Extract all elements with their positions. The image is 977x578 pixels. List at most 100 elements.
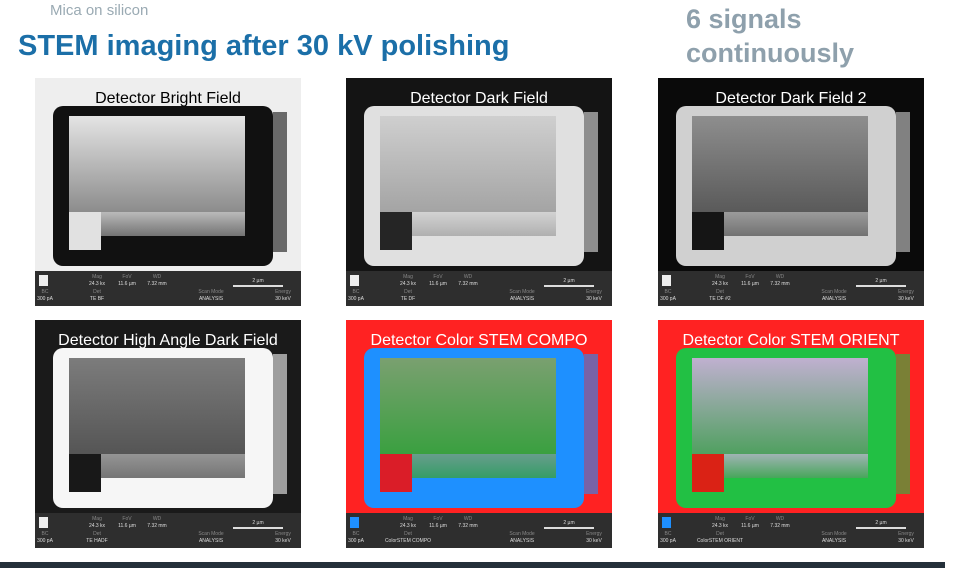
info-value: 30 keV [586,538,602,544]
info-label: BC [41,531,49,537]
info-value: 24.3 kx [88,523,106,529]
info-label: Det [93,289,101,295]
detector-icon [662,517,671,528]
info-label: BC [664,289,672,295]
info-value: 30 keV [586,296,602,302]
info-value: 300 pA [348,538,364,544]
scale-label: 2 µm [563,520,575,526]
info-label: Energy [275,531,291,537]
panel-label: Detector Color STEM COMPO [370,332,588,349]
info-label: WD [775,274,785,280]
info-value: 7.32 mm [770,281,790,287]
scale-label: 2 µm [563,278,575,284]
info-label: FoV [122,516,132,522]
panel-label: Detector Dark Field 2 [715,90,867,107]
lamella-lower [412,454,556,478]
info-label: BC [41,289,49,295]
info-value: TE DF #2 [709,296,731,302]
subtitle: Mica on silicon [50,2,149,19]
info-value: 30 keV [275,296,291,302]
info-label: Det [716,289,724,295]
info-label: BC [352,289,360,295]
lamella-window [692,116,868,212]
info-value: 300 pA [660,296,676,302]
micrograph [35,320,301,513]
info-value: 300 pA [37,296,53,302]
panel-label: Detector High Angle Dark Field [58,332,278,349]
info-value: 300 pA [660,538,676,544]
lamella-lower [101,212,245,236]
info-label: Mag [403,274,413,280]
lamella-window [380,358,556,454]
info-value: 11.6 µm [429,281,447,287]
info-value: 11.6 µm [741,523,759,529]
edge [584,354,598,494]
info-value: ANALYSIS [198,538,224,544]
info-label: Det [716,531,724,537]
lamella-hole [69,454,101,492]
info-label: FoV [433,274,443,280]
info-label: Scan Mode [509,531,535,537]
info-label: Mag [715,516,725,522]
lamella-window [69,116,245,212]
info-value: 30 keV [898,538,914,544]
info-value: 24.3 kx [399,523,417,529]
info-label: Mag [403,516,413,522]
panel-label: Detector Bright Field [95,90,241,107]
lamella-window [69,358,245,454]
scale-label: 2 µm [875,278,887,284]
side-note: 6 signals continuously [686,2,854,70]
scale-bar [856,527,906,529]
title: STEM imaging after 30 kV polishing [18,30,510,62]
info-label: WD [152,274,162,280]
info-value: ANALYSIS [509,538,535,544]
info-bar: Mag 24.3 kx FoV 11.6 µm WD 7.32 mm 2 µm BC 300 p… [346,513,612,548]
info-value: 24.3 kx [711,281,729,287]
panel-label: Detector Color STEM ORIENT [682,332,900,349]
info-label: Scan Mode [198,531,224,537]
info-label: Mag [92,516,102,522]
info-bar: Mag 24.3 kx FoV 11.6 µm WD 7.32 mm 2 µm BC 300 p… [346,271,612,306]
lamella-window [380,116,556,212]
detector-icon [350,275,359,286]
lamella-lower [412,212,556,236]
info-label: Energy [275,289,291,295]
info-value: 30 keV [898,296,914,302]
lamella-hole [69,212,101,250]
info-label: BC [352,531,360,537]
scale-bar [544,285,594,287]
info-value: 7.32 mm [458,523,478,529]
edge [584,112,598,252]
info-value: ANALYSIS [821,538,847,544]
lamella-lower [724,212,868,236]
scale-bar [233,285,283,287]
info-label: Det [93,531,101,537]
edge [896,112,910,252]
info-value: 7.32 mm [147,523,167,529]
image-panel: Detector Dark Field 2 Mag 24.3 kx FoV 11.6 µ… [658,78,924,306]
lamella-lower [724,454,868,478]
info-value: 300 pA [348,296,364,302]
image-panel: Detector Color STEM COMPO Mag 24.3 kx FoV 11… [346,320,612,548]
info-value: 30 keV [275,538,291,544]
image-panel: Detector High Angle Dark Field Mag 24.3 kx… [35,320,301,548]
info-label: FoV [433,516,443,522]
info-label: Mag [92,274,102,280]
detector-icon [350,517,359,528]
detector-icon [662,275,671,286]
lamella-hole [380,212,412,250]
info-label: Scan Mode [198,289,224,295]
micrograph [346,320,612,513]
micrograph [35,78,301,271]
scale-label: 2 µm [252,520,264,526]
info-value: 11.6 µm [741,281,759,287]
info-value: TE BF [89,296,105,302]
info-label: Mag [715,274,725,280]
image-panel: Detector Bright Field Mag 24.3 kx FoV 11.6 µ… [35,78,301,306]
edge [896,354,910,494]
scale-bar [233,527,283,529]
info-value: ANALYSIS [821,296,847,302]
lamella-hole [380,454,412,492]
info-value: ColorSTEM ORIENT [696,538,744,544]
